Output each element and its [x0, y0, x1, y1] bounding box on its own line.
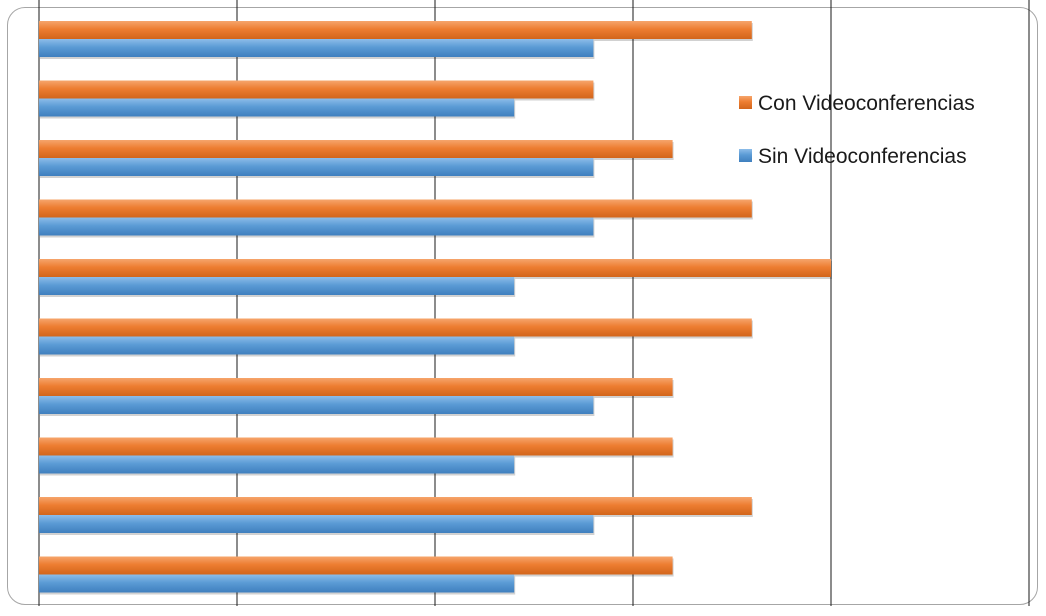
bar-con-1: [39, 80, 594, 99]
bar-con-6: [39, 378, 673, 396]
bar-con-7: [39, 437, 673, 456]
bar-sin-9: [39, 574, 515, 593]
bar-sin-3: [39, 217, 594, 236]
bar-sin-2: [39, 158, 594, 176]
bar-sin-4: [39, 277, 515, 295]
legend-item-sin: Sin Videoconferencias: [739, 145, 967, 168]
bar-sin-5: [39, 336, 515, 355]
bar-sin-7: [39, 455, 515, 474]
bar-sin-0: [39, 39, 594, 57]
bar-sin-6: [39, 396, 594, 414]
bar-con-0: [39, 21, 752, 39]
legend-swatch-con: [739, 96, 752, 109]
bar-con-2: [39, 140, 673, 158]
legend: Con Videoconferencias Sin Videoconferenc…: [739, 92, 975, 168]
legend-swatch-sin: [739, 149, 752, 162]
legend-label-sin: Sin Videoconferencias: [758, 145, 967, 168]
legend-label-con: Con Videoconferencias: [758, 92, 975, 115]
bar-con-5: [39, 318, 752, 337]
bar-con-4: [39, 259, 831, 277]
bar-con-8: [39, 497, 752, 515]
bars: [39, 21, 832, 595]
bar-con-9: [39, 556, 673, 575]
legend-item-con: Con Videoconferencias: [739, 92, 975, 115]
bar-sin-1: [39, 98, 515, 117]
bar-con-3: [39, 199, 752, 218]
bar-sin-8: [39, 515, 594, 533]
